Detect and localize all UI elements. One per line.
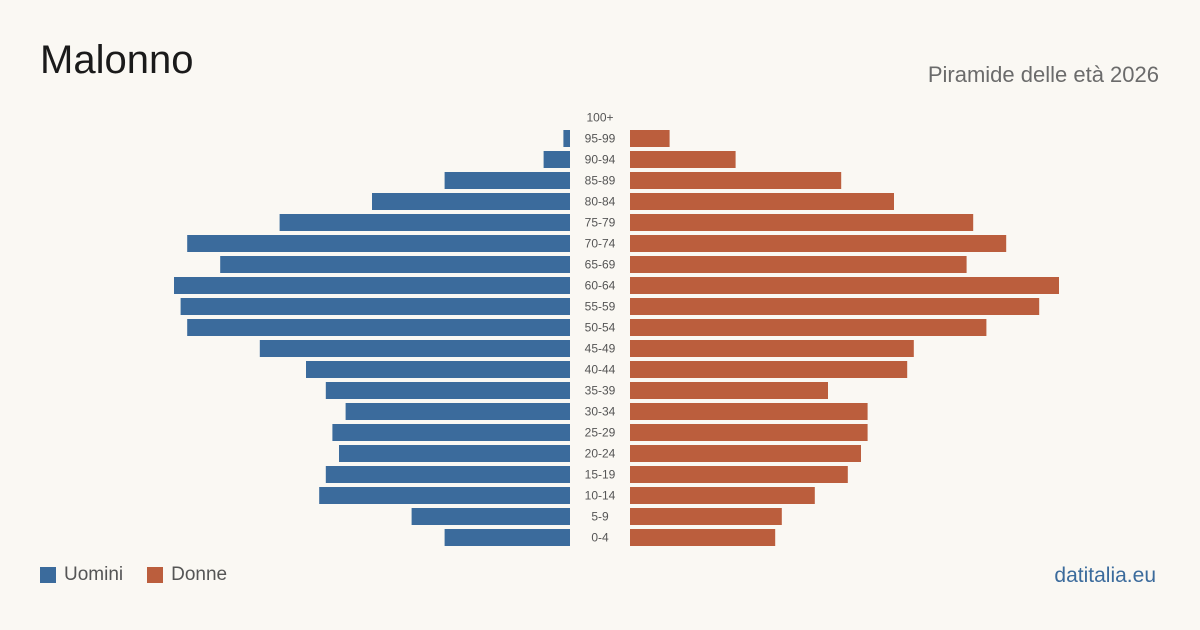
bar-women-40-44 — [630, 361, 908, 378]
age-label-95-99: 95-99 — [585, 132, 616, 146]
chart-subtitle: Piramide delle età 2026 — [927, 62, 1159, 87]
age-label-20-24: 20-24 — [585, 447, 616, 461]
bar-women-60-64 — [630, 277, 1059, 294]
bar-women-95-99 — [630, 130, 670, 147]
age-label-70-74: 70-74 — [585, 237, 616, 251]
chart-title: Malonno — [40, 38, 194, 82]
legend-swatch-women — [147, 567, 164, 583]
age-label-80-84: 80-84 — [585, 195, 616, 209]
legend-item-women: Donne — [147, 564, 227, 586]
age-label-30-34: 30-34 — [585, 405, 616, 419]
bar-women-50-54 — [630, 319, 987, 336]
bar-men-85-89 — [444, 172, 570, 189]
bar-men-30-34 — [345, 403, 570, 420]
bar-women-80-84 — [630, 193, 894, 210]
bar-men-95-99 — [563, 130, 570, 147]
bar-women-15-19 — [630, 466, 848, 483]
bar-women-65-69 — [630, 256, 967, 273]
bar-men-15-19 — [325, 466, 570, 483]
bar-women-10-14 — [630, 487, 815, 504]
bar-men-20-24 — [339, 445, 570, 462]
age-label-85-89: 85-89 — [585, 174, 616, 188]
legend-item-men: Uomini — [40, 564, 123, 586]
bar-women-35-39 — [630, 382, 828, 399]
bar-women-20-24 — [630, 445, 861, 462]
bar-men-25-29 — [332, 424, 570, 441]
legend-label-women: Donne — [171, 564, 228, 585]
bar-women-0-4 — [630, 529, 776, 546]
age-label-60-64: 60-64 — [585, 279, 616, 293]
age-label-40-44: 40-44 — [585, 363, 616, 377]
bar-men-60-64 — [174, 277, 570, 294]
source-link[interactable]: datitalia.eu — [1054, 564, 1156, 587]
bar-men-45-49 — [259, 340, 570, 357]
bar-women-70-74 — [630, 235, 1007, 252]
legend-swatch-men — [40, 567, 56, 583]
bar-women-45-49 — [630, 340, 914, 357]
age-label-10-14: 10-14 — [585, 489, 616, 503]
bar-women-90-94 — [630, 151, 736, 168]
bar-men-70-74 — [187, 235, 570, 252]
age-label-5-9: 5-9 — [591, 510, 609, 524]
age-label-90-94: 90-94 — [585, 153, 616, 167]
bar-men-90-94 — [543, 151, 570, 168]
age-label-15-19: 15-19 — [585, 468, 616, 482]
bar-women-75-79 — [630, 214, 974, 231]
age-label-50-54: 50-54 — [585, 321, 616, 335]
age-label-75-79: 75-79 — [585, 216, 616, 230]
age-label-100+: 100+ — [586, 111, 613, 125]
age-label-65-69: 65-69 — [585, 258, 616, 272]
bar-men-10-14 — [319, 487, 570, 504]
age-label-55-59: 55-59 — [585, 300, 616, 314]
age-label-45-49: 45-49 — [585, 342, 616, 356]
age-label-25-29: 25-29 — [585, 426, 616, 440]
bar-women-85-89 — [630, 172, 842, 189]
bar-women-5-9 — [630, 508, 782, 525]
bar-men-40-44 — [306, 361, 570, 378]
bar-men-50-54 — [187, 319, 570, 336]
bar-men-0-4 — [444, 529, 570, 546]
bar-men-5-9 — [411, 508, 570, 525]
bar-women-30-34 — [630, 403, 868, 420]
bar-men-55-59 — [180, 298, 570, 315]
legend: Uomini Donne — [40, 564, 251, 586]
bar-men-75-79 — [279, 214, 570, 231]
age-label-35-39: 35-39 — [585, 384, 616, 398]
bar-men-80-84 — [372, 193, 570, 210]
bar-women-55-59 — [630, 298, 1040, 315]
age-label-0-4: 0-4 — [591, 531, 609, 545]
legend-label-men: Uomini — [64, 564, 124, 585]
bar-women-25-29 — [630, 424, 868, 441]
bar-men-65-69 — [220, 256, 570, 273]
bar-men-35-39 — [325, 382, 570, 399]
